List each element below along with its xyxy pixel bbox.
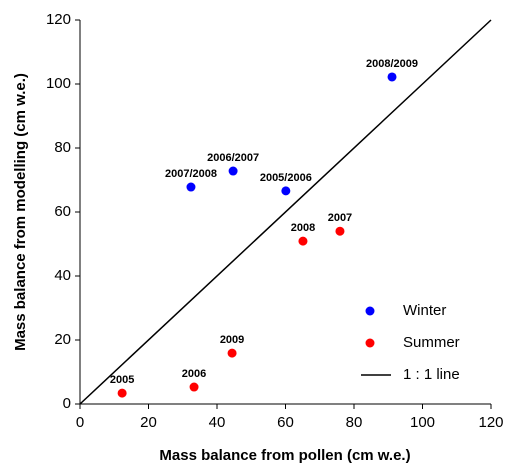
y-tick-label: 60: [54, 203, 71, 220]
y-tick-label: 40: [54, 267, 71, 284]
point: [186, 182, 196, 192]
point: [298, 236, 308, 246]
x-tick-label: 100: [410, 414, 435, 431]
y-tick-label: 80: [54, 139, 71, 156]
x-tick-label: 20: [140, 414, 157, 431]
y-axis-label: Mass balance from modelling (cm w.e.): [12, 73, 29, 351]
x-tick-label: 60: [277, 414, 294, 431]
point-label: 2008: [291, 222, 315, 234]
point-label: 2007/2008: [165, 168, 217, 180]
point: [387, 72, 397, 82]
y-tick-label: 20: [54, 331, 71, 348]
point-label: 2005/2006: [260, 172, 312, 184]
point: [117, 388, 127, 398]
x-tick-label: 0: [76, 414, 84, 431]
x-tick-label: 40: [209, 414, 226, 431]
point: [335, 226, 345, 236]
y-tick-label: 120: [46, 11, 71, 28]
reference-line: [79, 19, 492, 405]
point-label: 2007: [328, 212, 352, 224]
x-tick-label: 80: [346, 414, 363, 431]
point: [228, 166, 238, 176]
point-label: 2005: [110, 374, 134, 386]
point: [227, 348, 237, 358]
legend-marker: [365, 338, 375, 348]
y-tick-label: 100: [46, 75, 71, 92]
point: [189, 382, 199, 392]
point-label: 2009: [220, 334, 244, 346]
legend-marker: [365, 306, 375, 316]
legend-label: Winter: [403, 302, 446, 319]
legend-label: Summer: [403, 334, 460, 351]
point: [281, 186, 291, 196]
x-tick-label: 120: [478, 414, 503, 431]
point-label: 2006/2007: [207, 152, 259, 164]
y-tick-label: 0: [63, 395, 71, 412]
point-label: 2006: [182, 368, 206, 380]
legend-label: 1 : 1 line: [403, 366, 460, 383]
x-axis-label: Mass balance from pollen (cm w.e.): [159, 447, 410, 464]
point-label: 2008/2009: [366, 58, 418, 70]
